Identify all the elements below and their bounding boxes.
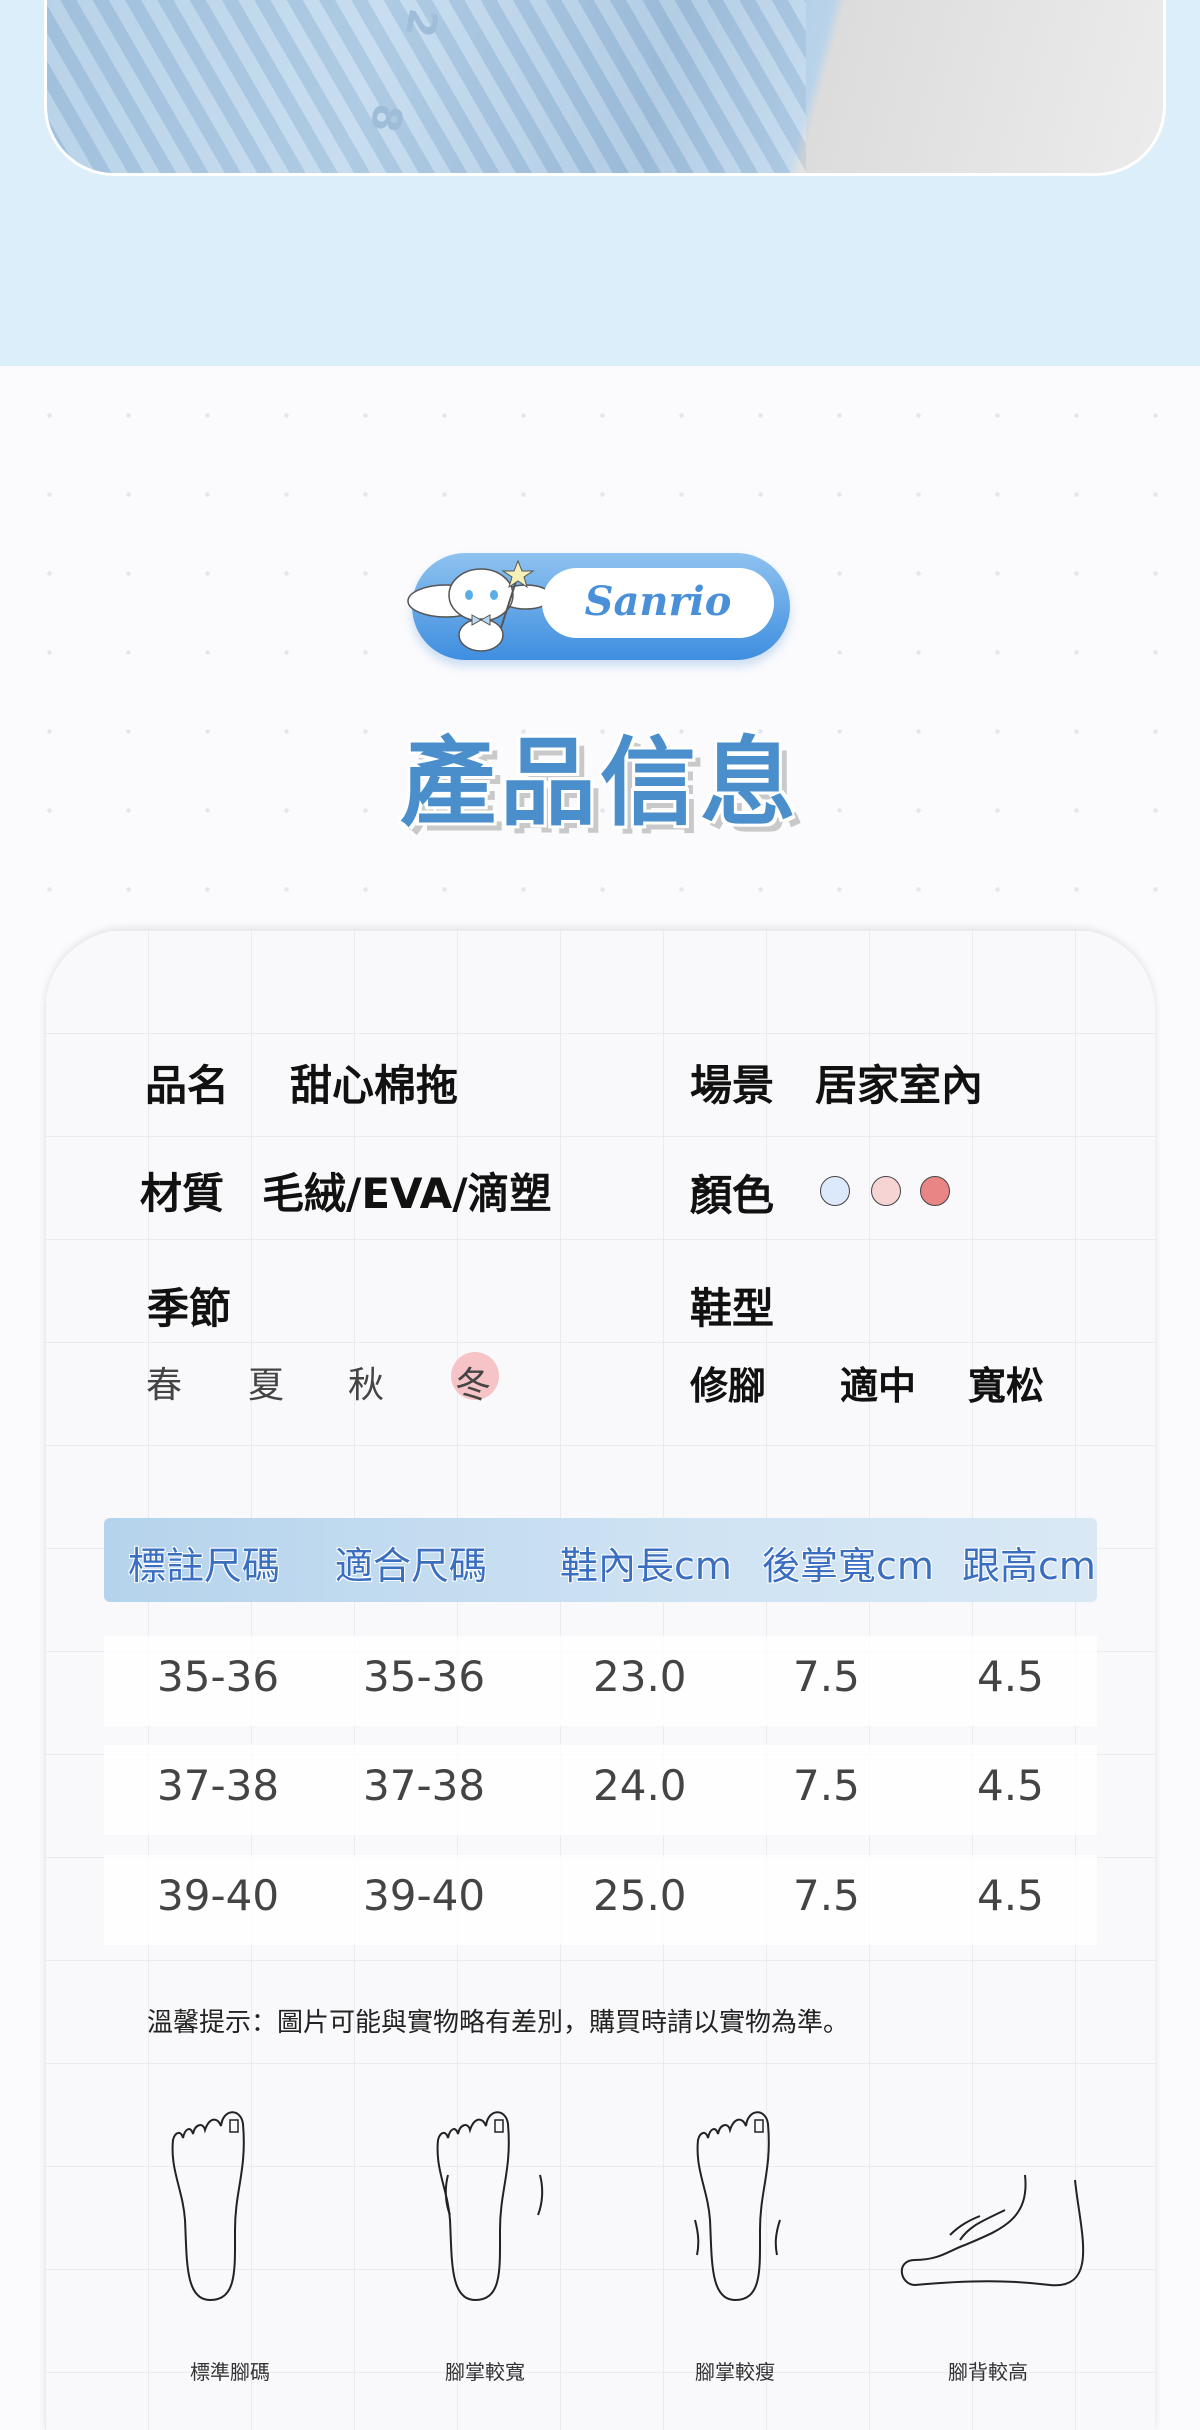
- name-label: 品名: [145, 1061, 230, 1110]
- color-swatch-blue[interactable]: [820, 1176, 850, 1206]
- standard-foot-icon: [171, 2111, 245, 2302]
- name-value: 甜心棉拖: [290, 1061, 459, 1110]
- narrow-foot-icon: [694, 2111, 781, 2301]
- foot-type-label: 腳背較高: [948, 2360, 1028, 2384]
- scene-label: 場景: [690, 1061, 775, 1110]
- table-cell: 37-38: [157, 1761, 280, 1810]
- material-value: 毛絨/EVA/滴塑: [262, 1169, 552, 1218]
- material-label: 材質: [140, 1169, 225, 1218]
- table-cell: 37-38: [363, 1761, 486, 1810]
- logo-pill: Sanrio: [542, 568, 774, 638]
- table-cell: 7.5: [793, 1652, 860, 1701]
- foot-type-label: 腳掌較瘦: [695, 2360, 775, 2384]
- table-cell: 25.0: [593, 1871, 687, 1920]
- sanrio-logo-badge: Sanrio: [407, 553, 790, 660]
- top-banner: 2 8: [0, 0, 1200, 366]
- table-cell: 39-40: [363, 1871, 486, 1920]
- sole-tread: [47, 0, 806, 173]
- shoe-type-medium: 適中: [840, 1364, 917, 1408]
- table-cell: 39-40: [157, 1871, 280, 1920]
- wide-foot-icon: [436, 2111, 544, 2301]
- table-cell: 4.5: [977, 1652, 1044, 1701]
- size-table-header: [104, 1518, 1097, 1602]
- color-label: 顏色: [690, 1171, 775, 1220]
- foot-type-label: 腳掌較寬: [445, 2360, 525, 2384]
- page-title: 產品信息: [400, 727, 800, 839]
- table-cell: 23.0: [593, 1652, 687, 1701]
- header-heel-width: 後掌寬cm: [762, 1544, 934, 1588]
- table-cell: 4.5: [977, 1761, 1044, 1810]
- dot-pattern: [0, 366, 1200, 966]
- color-swatch-red[interactable]: [920, 1176, 950, 1206]
- shoe-type-narrow: 修腳: [690, 1364, 767, 1408]
- season-winter: 冬: [455, 1365, 492, 1406]
- table-cell: 35-36: [363, 1652, 486, 1701]
- cinnamoroll-mascot-icon: [407, 559, 553, 652]
- table-cell: 7.5: [793, 1761, 860, 1810]
- brand-name: Sanrio: [584, 578, 732, 625]
- table-cell: 35-36: [157, 1652, 280, 1701]
- header-fit-size: 適合尺碼: [335, 1544, 488, 1588]
- scene-value: 居家室內: [815, 1061, 984, 1110]
- foot-type-label: 標準腳碼: [190, 2360, 270, 2384]
- header-inner-length: 鞋內長cm: [560, 1544, 732, 1588]
- season-spring: 春: [146, 1365, 183, 1406]
- season-summer: 夏: [248, 1365, 285, 1406]
- table-cell: 4.5: [977, 1871, 1044, 1920]
- season-label: 季節: [147, 1284, 232, 1333]
- header-heel-height: 跟高cm: [962, 1544, 1096, 1588]
- active-season-highlight: [451, 1352, 499, 1400]
- shoe-type-wide: 寬松: [968, 1364, 1045, 1408]
- disclaimer-note: 溫馨提示：圖片可能與實物略有差別，購買時請以實物為準。: [147, 2008, 850, 2038]
- table-cell: 7.5: [793, 1871, 860, 1920]
- slipper-sole-photo: 2 8: [44, 0, 1166, 176]
- table-cell: 24.0: [593, 1761, 687, 1810]
- table-row: [104, 1855, 1097, 1945]
- table-row: [104, 1636, 1097, 1726]
- high-instep-foot-icon: [900, 2174, 1085, 2287]
- table-row: [104, 1745, 1097, 1835]
- season-autumn: 秋: [348, 1365, 385, 1406]
- color-swatch-pink[interactable]: [871, 1176, 901, 1206]
- shoe-type-label: 鞋型: [690, 1284, 775, 1333]
- header-label-size: 標註尺碼: [128, 1544, 281, 1588]
